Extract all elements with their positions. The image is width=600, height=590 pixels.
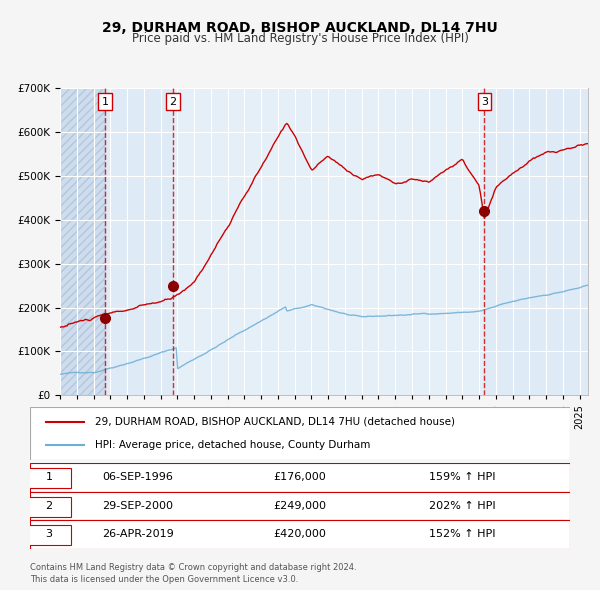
Text: 2: 2 — [170, 97, 177, 107]
Text: 29, DURHAM ROAD, BISHOP AUCKLAND, DL14 7HU: 29, DURHAM ROAD, BISHOP AUCKLAND, DL14 7… — [102, 21, 498, 35]
Text: 3: 3 — [46, 529, 52, 539]
Text: 26-APR-2019: 26-APR-2019 — [102, 529, 174, 539]
Text: 2: 2 — [46, 501, 52, 511]
Text: Price paid vs. HM Land Registry's House Price Index (HPI): Price paid vs. HM Land Registry's House … — [131, 32, 469, 45]
FancyBboxPatch shape — [30, 407, 570, 460]
Text: 06-SEP-1996: 06-SEP-1996 — [103, 473, 173, 483]
Bar — [484, 88, 588, 395]
Text: 152% ↑ HPI: 152% ↑ HPI — [429, 529, 495, 539]
Text: 3: 3 — [481, 97, 488, 107]
FancyBboxPatch shape — [28, 525, 71, 545]
Text: 159% ↑ HPI: 159% ↑ HPI — [429, 473, 495, 483]
FancyBboxPatch shape — [30, 520, 570, 549]
Text: 29, DURHAM ROAD, BISHOP AUCKLAND, DL14 7HU (detached house): 29, DURHAM ROAD, BISHOP AUCKLAND, DL14 7… — [95, 417, 455, 427]
Bar — [105, 88, 173, 395]
Text: £249,000: £249,000 — [274, 501, 326, 511]
Text: This data is licensed under the Open Government Licence v3.0.: This data is licensed under the Open Gov… — [30, 575, 298, 584]
FancyBboxPatch shape — [30, 463, 570, 491]
Text: £420,000: £420,000 — [274, 529, 326, 539]
Bar — [60, 88, 105, 395]
Text: £176,000: £176,000 — [274, 473, 326, 483]
Bar — [60, 88, 105, 395]
Bar — [173, 88, 484, 395]
Text: 1: 1 — [101, 97, 109, 107]
FancyBboxPatch shape — [28, 468, 71, 489]
Text: 29-SEP-2000: 29-SEP-2000 — [103, 501, 173, 511]
FancyBboxPatch shape — [28, 497, 71, 517]
Text: 1: 1 — [46, 473, 52, 483]
Text: 202% ↑ HPI: 202% ↑ HPI — [428, 501, 496, 511]
Text: Contains HM Land Registry data © Crown copyright and database right 2024.: Contains HM Land Registry data © Crown c… — [30, 563, 356, 572]
FancyBboxPatch shape — [30, 491, 570, 520]
Text: HPI: Average price, detached house, County Durham: HPI: Average price, detached house, Coun… — [95, 440, 370, 450]
